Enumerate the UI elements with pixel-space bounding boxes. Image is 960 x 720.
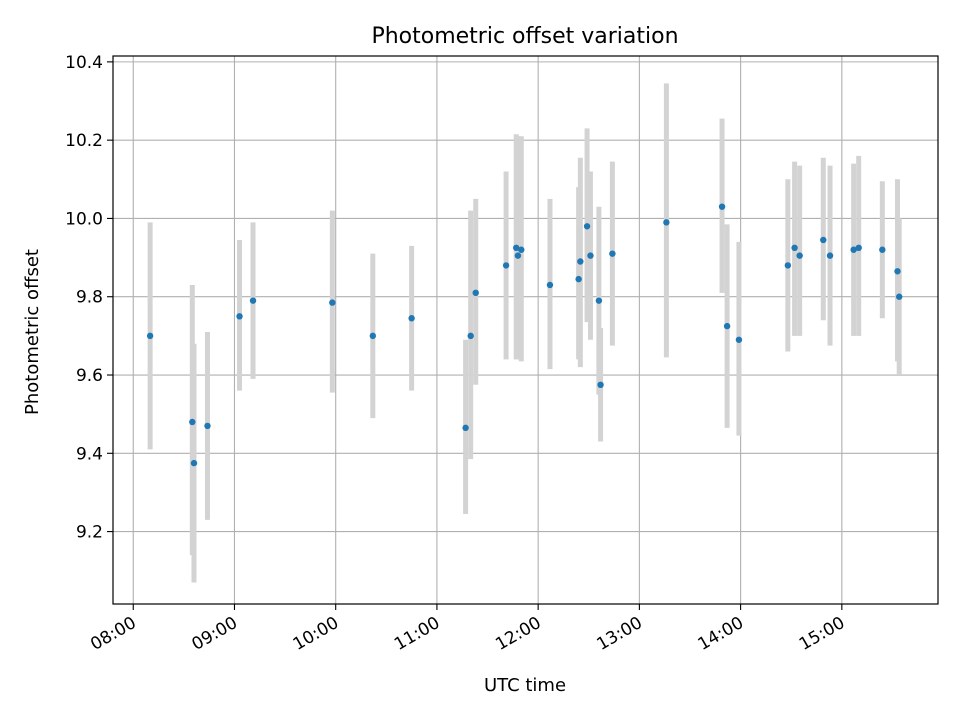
data-point <box>796 252 803 259</box>
data-point <box>249 297 257 304</box>
data-point <box>850 246 857 253</box>
data-point <box>820 236 827 244</box>
data-point <box>546 281 554 289</box>
data-point <box>514 252 522 259</box>
chart-title: Photometric offset variation <box>371 24 678 49</box>
data-point <box>467 332 474 340</box>
data-point <box>577 258 584 265</box>
data-point <box>735 336 743 343</box>
data-point <box>329 299 336 306</box>
plot-frame <box>112 55 939 605</box>
y-tick-label: 10.4 <box>65 53 103 73</box>
data-point <box>587 252 594 259</box>
data-point <box>784 262 792 269</box>
data-point <box>595 297 603 304</box>
data-point <box>502 262 510 269</box>
data-point <box>855 244 862 251</box>
data-point <box>609 250 616 257</box>
data-points <box>146 203 903 467</box>
data-point <box>369 332 377 340</box>
data-point <box>513 244 520 251</box>
data-point <box>408 315 415 322</box>
data-point <box>895 293 903 300</box>
x-axis-label: UTC time <box>484 675 566 696</box>
data-point <box>583 223 591 230</box>
data-point <box>597 381 604 388</box>
y-axis-ticks: 9.2 9.4 9.6 9.8 10.0 10.2 10.4 <box>65 53 113 543</box>
y-tick-label: 10.0 <box>65 209 103 229</box>
data-point <box>723 322 731 330</box>
y-tick-label: 9.6 <box>76 366 103 386</box>
data-point <box>189 418 196 426</box>
y-axis-label: Photometric offset <box>22 249 43 415</box>
data-point <box>204 422 211 430</box>
data-point <box>826 252 834 259</box>
data-point <box>879 246 886 253</box>
data-point <box>236 313 243 320</box>
data-point <box>462 424 469 432</box>
data-point <box>190 459 198 467</box>
data-point <box>146 332 154 340</box>
y-tick-label: 9.8 <box>76 288 103 308</box>
data-point <box>663 219 670 226</box>
data-point <box>518 246 525 253</box>
y-tick-label: 9.4 <box>76 444 103 464</box>
y-tick-label: 10.2 <box>65 131 103 151</box>
y-tick-label: 9.2 <box>76 523 103 543</box>
data-point <box>791 244 798 251</box>
data-point <box>894 268 901 275</box>
data-point <box>718 203 726 210</box>
data-point <box>472 289 479 297</box>
data-point <box>575 275 582 283</box>
